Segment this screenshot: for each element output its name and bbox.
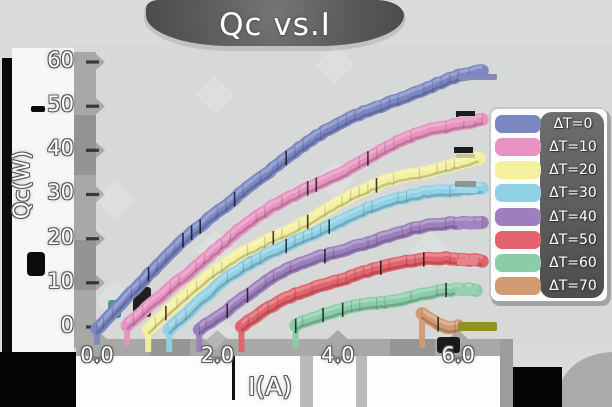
legend-entry: ΔT=10 — [491, 137, 607, 156]
legend-label: ΔT=60 — [549, 255, 597, 272]
legend-swatch — [495, 184, 541, 203]
legend-swatch — [495, 230, 541, 249]
legend-entry: ΔT=0 — [491, 114, 607, 133]
series-line-t-0 — [90, 64, 497, 345]
legend-swatch — [495, 137, 541, 156]
y-tick-label: 30 — [47, 180, 74, 205]
legend: ΔT=0 ΔT=10 ΔT=20 ΔT=30 ΔT=40 ΔT=50 ΔT=60 ΔT=70 — [491, 109, 607, 301]
legend-entry: ΔT=30 — [491, 184, 607, 203]
legend-entry: ΔT=40 — [491, 207, 607, 226]
legend-label: ΔT=10 — [549, 138, 597, 155]
y-tick-label: 10 — [47, 268, 74, 293]
legend-swatch — [495, 254, 541, 273]
legend-swatch — [495, 114, 541, 133]
legend-label: ΔT=50 — [549, 231, 597, 248]
legend-label: ΔT=30 — [549, 185, 597, 202]
legend-label: ΔT=20 — [549, 162, 597, 179]
series-line-t-20 — [141, 147, 486, 352]
legend-text-blob — [540, 112, 604, 298]
legend-entry: ΔT=60 — [491, 254, 607, 273]
y-tick-label: 60 — [47, 47, 74, 72]
series-line-t-50 — [235, 251, 489, 352]
legend-entry: ΔT=20 — [491, 161, 607, 180]
x-tick-label: 2.0 — [200, 343, 235, 367]
legend-label: ΔT=0 — [553, 115, 593, 132]
page-title: Qc vs.I — [219, 7, 331, 43]
legend-swatch — [495, 207, 541, 226]
legend-swatch — [495, 161, 541, 180]
legend-entry: ΔT=50 — [491, 230, 607, 249]
x-tick-label: 4.0 — [321, 343, 355, 367]
legend-rows: ΔT=0 ΔT=10 ΔT=20 ΔT=30 ΔT=40 ΔT=50 ΔT=60 ΔT=70 — [491, 109, 607, 301]
y-tick-label: 20 — [47, 224, 74, 249]
x-tick-label: 0.0 — [80, 343, 114, 367]
legend-swatch — [495, 277, 541, 296]
legend-label: ΔT=70 — [549, 278, 597, 295]
series-line-t-70 — [415, 307, 497, 348]
y-tick-label: 0 — [60, 313, 74, 337]
smudge-accents — [0, 58, 562, 407]
x-axis-label: I(A) — [248, 372, 292, 401]
series-line-t-10 — [120, 111, 489, 346]
series-line-t-60 — [289, 282, 483, 348]
legend-label: ΔT=40 — [549, 208, 597, 225]
x-tick-label: 6.0 — [441, 343, 475, 367]
series-line-t-30 — [162, 181, 489, 352]
title-blob: Qc vs.I — [146, 0, 404, 46]
y-tick-label: 40 — [47, 136, 74, 161]
series-line-t-40 — [192, 215, 489, 352]
legend-entry: ΔT=70 — [491, 277, 607, 296]
y-tick-label: 50 — [47, 92, 74, 117]
